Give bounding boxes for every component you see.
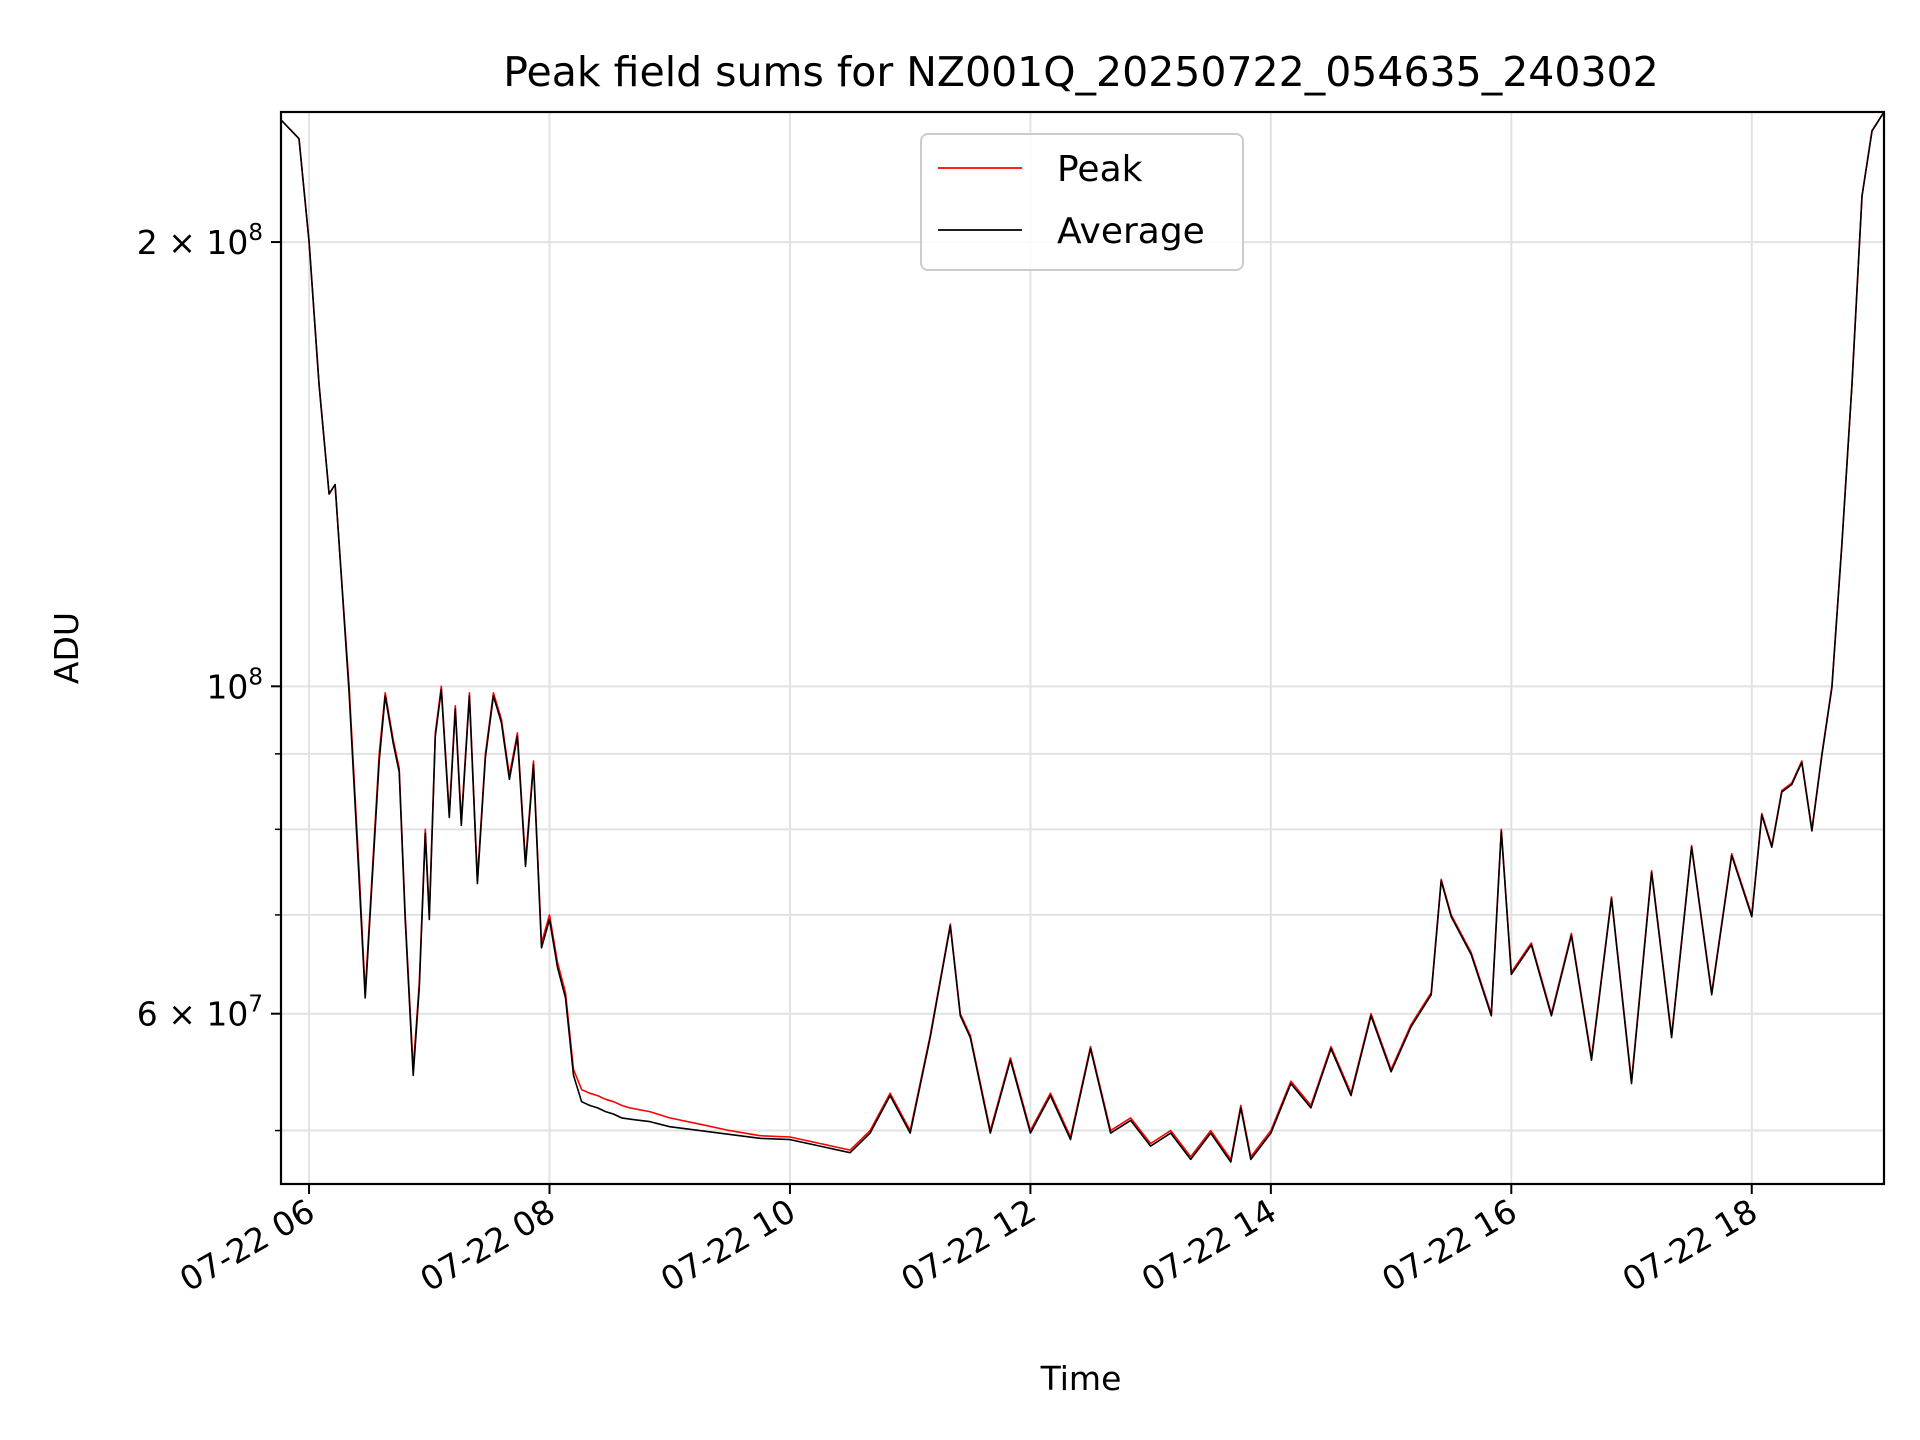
series-layer bbox=[281, 112, 1884, 1163]
y-axis-label: ADU bbox=[47, 612, 86, 684]
legend-label-peak: Peak bbox=[1057, 149, 1143, 190]
legend-label-average: Average bbox=[1057, 211, 1205, 252]
plot-frame bbox=[279, 110, 1886, 1186]
grid-layer bbox=[281, 112, 1884, 1184]
y-tick-label: 6 × 107 bbox=[137, 992, 263, 1034]
y-tick-label: 2 × 108 bbox=[137, 220, 263, 262]
series-line-average bbox=[281, 112, 1884, 1163]
x-axis-label: Time bbox=[1040, 1359, 1122, 1398]
chart-title: Peak field sums for NZ001Q_20250722_0546… bbox=[503, 48, 1658, 96]
y-tick-label: 108 bbox=[206, 664, 263, 706]
legend: Peak Average bbox=[920, 133, 1244, 271]
